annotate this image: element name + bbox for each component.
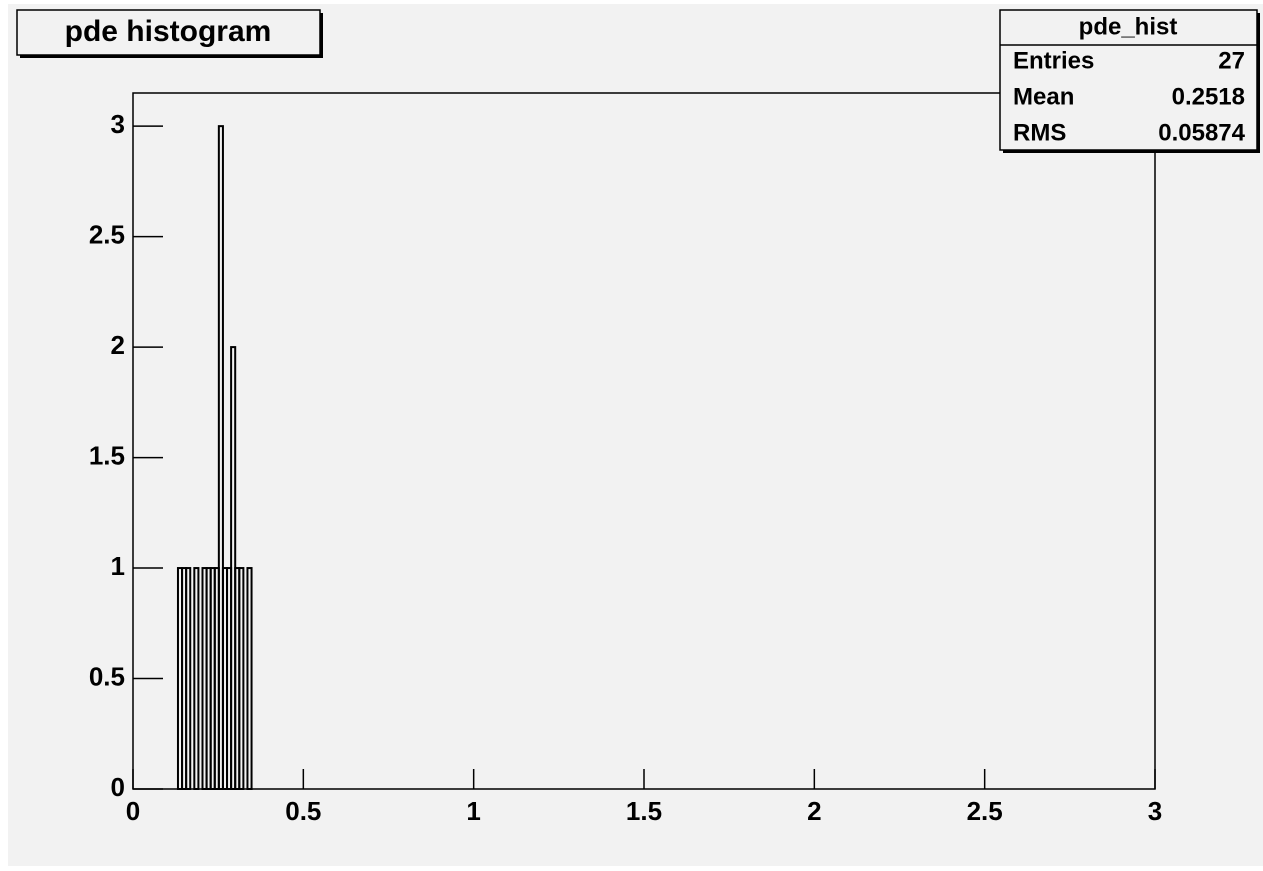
histogram-bar (246, 567, 253, 790)
y-tick-label: 1.5 (89, 440, 125, 470)
stats-label: Mean (1013, 83, 1074, 110)
x-tick-label: 3 (1148, 796, 1162, 826)
x-tick-label: 0 (126, 796, 140, 826)
histogram-bar (217, 125, 224, 790)
stats-value: 0.05874 (1158, 119, 1245, 146)
stats-label: RMS (1013, 119, 1066, 146)
x-tick-label: 2 (807, 796, 821, 826)
stats-title: pde_hist (1079, 13, 1178, 40)
x-tick-label: 1.5 (626, 796, 662, 826)
chart-title: pde histogram (65, 15, 272, 48)
stats-value: 0.2518 (1172, 83, 1245, 110)
y-tick-label: 1 (111, 551, 125, 581)
y-tick-label: 0.5 (89, 661, 125, 691)
title-box (16, 9, 321, 56)
stats-value: 27 (1218, 47, 1245, 74)
x-tick-label: 2.5 (967, 796, 1003, 826)
y-tick-label: 2 (111, 330, 125, 360)
y-tick-label: 0 (111, 772, 125, 802)
x-tick-label: 1 (466, 796, 480, 826)
stats-box (999, 9, 1258, 151)
y-tick-label: 3 (111, 109, 125, 139)
x-tick-label: 0.5 (285, 796, 321, 826)
histogram-bar (238, 567, 245, 790)
y-tick-label: 2.5 (89, 219, 125, 249)
histogram-bar (193, 567, 200, 790)
histogram-bar (185, 567, 192, 790)
stats-label: Entries (1013, 47, 1094, 74)
